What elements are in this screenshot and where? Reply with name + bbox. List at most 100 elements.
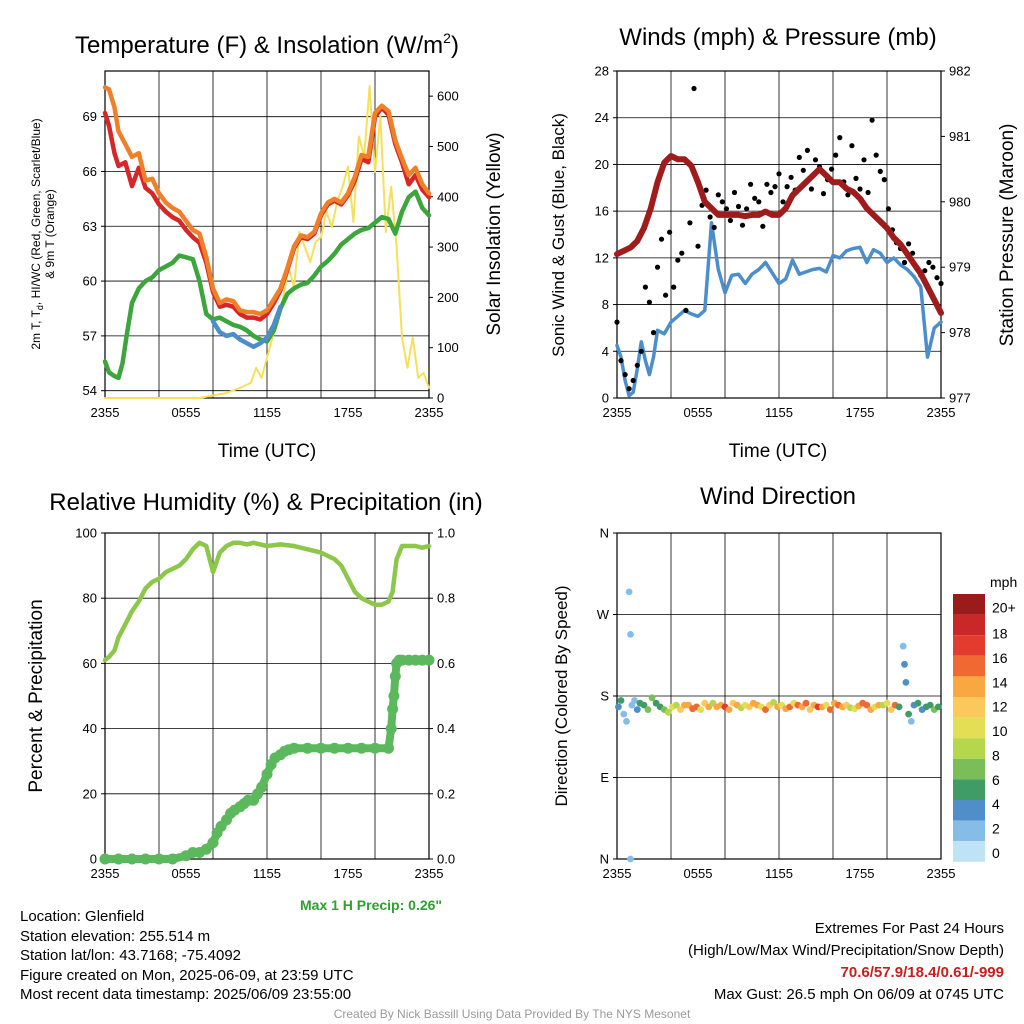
wind-x-tick-label: 1155 bbox=[765, 405, 793, 420]
wind-point-gust bbox=[768, 189, 774, 196]
wind-point-gust bbox=[865, 189, 871, 196]
wdir-legend-label: 18 bbox=[992, 626, 1008, 642]
wdir-point bbox=[901, 660, 908, 668]
rh-point-precipitation bbox=[99, 853, 111, 865]
wind-left-tick-label: 12 bbox=[595, 250, 609, 265]
extremes-block: Extremes For Past 24 Hours (High/Low/Max… bbox=[688, 918, 1004, 1006]
wdir-point bbox=[640, 701, 648, 709]
rh-right-tick-label: 1.0 bbox=[437, 526, 455, 541]
wind-point-gust bbox=[711, 224, 717, 231]
wind-point-gust bbox=[719, 199, 725, 205]
rh-point-precipitation bbox=[342, 742, 354, 754]
rh-left-tick-label: 20 bbox=[83, 786, 97, 801]
wdir-point bbox=[725, 706, 733, 713]
wind-point-gust bbox=[671, 284, 677, 290]
wdir-point bbox=[697, 706, 705, 713]
wdir-legend-label: 20+ bbox=[992, 599, 1016, 615]
wind-point-gust bbox=[788, 174, 794, 180]
wind-point-gust bbox=[695, 243, 701, 249]
wind-point-gust bbox=[735, 203, 742, 210]
station-location: Location: Glenfield bbox=[20, 908, 145, 925]
wdir-point bbox=[623, 718, 630, 725]
rh-panel: Relative Humidity (%) & Precipitation (i… bbox=[26, 489, 483, 881]
rh-point-precipitation bbox=[288, 742, 300, 754]
rh-point-precipitation bbox=[167, 853, 178, 865]
wdir-legend-swatch bbox=[953, 820, 985, 842]
wind-point-gust bbox=[812, 157, 819, 163]
wind-point-gust bbox=[744, 206, 750, 212]
wdir-x-tick-label: 1155 bbox=[765, 866, 793, 881]
wind-panel: Winds (mph) & Pressure (mb) 0 4 8 12 16 20 24 2… bbox=[549, 24, 1018, 462]
wind-point-gust bbox=[727, 217, 734, 224]
wdir-legend-swatch bbox=[953, 717, 985, 739]
rh-ylabel: Percent & Precipitation bbox=[26, 599, 47, 792]
station-elevation: Station elevation: 255.514 m bbox=[20, 927, 211, 945]
wdir-legend-label: 2 bbox=[992, 821, 1000, 837]
wind-point-gust bbox=[764, 181, 770, 187]
wind-x-tick-label: 0555 bbox=[684, 405, 713, 420]
wind-point-gust bbox=[703, 187, 709, 193]
wdir-point bbox=[914, 699, 922, 707]
extremes-title: Extremes For Past 24 Hours bbox=[814, 920, 1004, 937]
wdir-legend-label: 4 bbox=[992, 796, 1000, 812]
wind-point-gust bbox=[808, 186, 815, 192]
wind-right-tick-label: 978 bbox=[949, 325, 971, 340]
wind-point-gust bbox=[861, 157, 867, 163]
rh-point-precipitation bbox=[207, 837, 219, 849]
rh-point-precipitation bbox=[302, 742, 313, 754]
rh-right-tick-label: 0.0 bbox=[437, 852, 455, 867]
wind-point-gust bbox=[901, 259, 908, 266]
temp-x-tick-label: 2355 bbox=[415, 405, 444, 420]
wind-point-gust bbox=[622, 372, 628, 378]
temp-right-tick-label: 0 bbox=[437, 391, 444, 406]
wind-left-tick-label: 8 bbox=[602, 297, 609, 312]
rh-point-precipitation bbox=[153, 853, 165, 865]
temp-right-tick-label: 100 bbox=[437, 340, 459, 355]
temp-x-tick-label: 0555 bbox=[172, 405, 201, 420]
rh-left-tick-label: 60 bbox=[83, 656, 97, 671]
wdir-left-tick-label: W bbox=[597, 607, 610, 622]
wdir-point bbox=[644, 706, 652, 713]
wind-left-tick-label: 28 bbox=[595, 64, 609, 79]
temp-x-tick-label: 1755 bbox=[334, 405, 363, 420]
wdir-legend-swatch bbox=[953, 655, 985, 677]
wdir-point bbox=[863, 701, 871, 709]
rh-point-precipitation bbox=[383, 742, 394, 754]
wind-point-gust bbox=[800, 167, 806, 173]
extremes-subtitle: (High/Low/Max Wind/Precipitation/Snow De… bbox=[688, 942, 1004, 959]
wind-x-tick-label: 1755 bbox=[846, 405, 875, 420]
wind-point-gust bbox=[691, 85, 697, 92]
wind-point-gust bbox=[675, 257, 681, 263]
wdir-left-tick-label: N bbox=[600, 526, 609, 541]
wind-point-gust bbox=[683, 307, 689, 313]
wdir-point bbox=[883, 699, 891, 707]
wind-point-gust bbox=[658, 236, 665, 242]
wind-point-gust bbox=[829, 166, 835, 172]
wdir-point bbox=[625, 588, 633, 596]
wind-point-gust bbox=[630, 377, 636, 384]
wind-point-gust bbox=[756, 199, 762, 205]
wind-point-gust bbox=[663, 292, 669, 298]
wdir-x-tick-label: 2355 bbox=[927, 866, 956, 881]
wind-point-gust bbox=[796, 154, 802, 160]
wind-point-gust bbox=[739, 222, 746, 228]
wind-point-gust bbox=[618, 358, 624, 364]
temp-ylabel: 2m T, Td, HI/WC (Red, Green, Scarlet/Blu… bbox=[29, 118, 57, 349]
wind-point-gust bbox=[772, 184, 778, 190]
wdir-title: Wind Direction bbox=[700, 483, 856, 510]
temp-xlabel: Time (UTC) bbox=[218, 441, 317, 462]
wdir-point bbox=[770, 698, 777, 706]
temp-left-tick-label: 60 bbox=[83, 274, 97, 289]
rh-point-precipitation bbox=[329, 742, 340, 754]
wdir-point bbox=[902, 679, 910, 686]
max-gust: Max Gust: 26.5 mph On 06/09 at 0745 UTC bbox=[713, 986, 1004, 1003]
rh-series-relative-humidity bbox=[102, 540, 432, 663]
temp-right-tick-label: 500 bbox=[437, 139, 459, 154]
wind-point-gust bbox=[910, 250, 916, 256]
wdir-point bbox=[822, 701, 830, 709]
wdir-point bbox=[762, 706, 769, 713]
rh-left-tick-label: 0 bbox=[90, 852, 97, 867]
wdir-x-tick-label: 2355 bbox=[603, 866, 632, 881]
temp-left-tick-label: 63 bbox=[83, 219, 97, 234]
wdir-legend-swatch bbox=[953, 614, 985, 636]
